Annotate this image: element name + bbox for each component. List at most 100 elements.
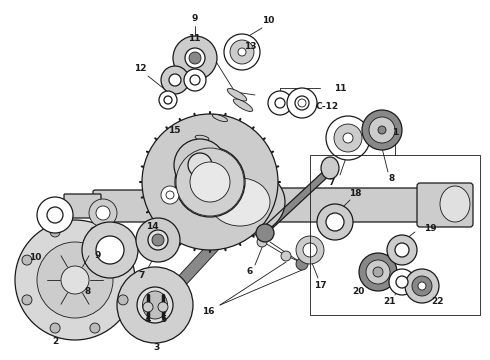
Circle shape [343,133,353,143]
Ellipse shape [213,114,227,122]
Text: 11: 11 [334,84,346,93]
Circle shape [296,258,308,270]
Bar [310,155,480,315]
Circle shape [268,91,292,115]
Circle shape [53,258,97,302]
Circle shape [287,88,317,118]
Text: 7: 7 [329,177,335,186]
Circle shape [117,267,193,343]
Text: 16: 16 [202,307,214,316]
Circle shape [296,236,324,264]
Text: C-12: C-12 [315,102,338,111]
Circle shape [405,269,439,303]
Circle shape [50,227,60,237]
Circle shape [90,323,100,333]
Circle shape [362,110,402,150]
Circle shape [118,255,128,265]
Text: 9: 9 [192,14,198,23]
Circle shape [303,243,317,257]
Circle shape [414,278,430,294]
Circle shape [387,235,417,265]
Text: 9: 9 [95,251,101,260]
Circle shape [89,199,117,227]
Circle shape [326,116,370,160]
Circle shape [389,269,415,295]
Circle shape [176,148,244,216]
Circle shape [395,243,409,257]
Circle shape [189,52,201,64]
Circle shape [50,323,60,333]
Circle shape [185,48,205,68]
Text: 10: 10 [29,253,41,262]
Text: 8: 8 [85,288,91,297]
Circle shape [188,153,212,177]
Circle shape [184,69,206,91]
Circle shape [47,207,63,223]
Circle shape [159,91,177,109]
Circle shape [22,255,32,265]
FancyBboxPatch shape [64,194,101,218]
Text: 2: 2 [52,338,58,346]
Circle shape [142,114,278,250]
Ellipse shape [233,99,253,112]
Text: 17: 17 [314,280,326,289]
Circle shape [369,117,395,143]
Circle shape [275,98,285,108]
Circle shape [137,287,173,323]
Circle shape [96,236,124,264]
Circle shape [257,237,267,247]
Text: 11: 11 [188,33,200,42]
Circle shape [369,263,387,281]
Circle shape [373,121,391,139]
Text: 13: 13 [244,41,256,50]
Circle shape [169,74,181,86]
Circle shape [37,197,73,233]
Circle shape [230,40,254,64]
Ellipse shape [143,291,168,319]
Circle shape [378,126,386,134]
Text: 8: 8 [389,174,395,183]
Circle shape [158,302,168,312]
Ellipse shape [321,157,339,179]
Circle shape [161,186,179,204]
Text: 22: 22 [432,297,444,306]
Circle shape [148,230,168,250]
Text: 12: 12 [134,63,146,72]
Circle shape [281,251,291,261]
Circle shape [161,66,189,94]
Ellipse shape [440,186,470,222]
Circle shape [166,191,174,199]
Text: 21: 21 [384,297,396,306]
Circle shape [396,276,408,288]
Circle shape [295,96,309,110]
FancyBboxPatch shape [93,190,207,222]
Circle shape [190,162,230,202]
Circle shape [334,124,362,152]
Circle shape [96,206,110,220]
Text: 14: 14 [146,221,158,230]
Text: 7: 7 [139,271,145,280]
Circle shape [61,266,89,294]
Text: 4: 4 [145,315,151,324]
Text: 19: 19 [424,224,437,233]
Circle shape [22,295,32,305]
Circle shape [373,267,383,277]
Circle shape [164,96,172,104]
Circle shape [317,204,353,240]
Ellipse shape [227,89,246,101]
Circle shape [298,99,306,107]
Circle shape [326,213,344,231]
Circle shape [15,220,135,340]
Circle shape [82,222,138,278]
Text: 20: 20 [352,288,364,297]
Circle shape [174,139,226,191]
Circle shape [37,242,113,318]
Circle shape [173,36,217,80]
Circle shape [234,44,250,60]
Text: 15: 15 [168,126,180,135]
Circle shape [90,227,100,237]
Circle shape [366,260,390,284]
Text: 5: 5 [160,315,166,324]
Circle shape [224,34,260,70]
Text: 3: 3 [153,343,159,352]
